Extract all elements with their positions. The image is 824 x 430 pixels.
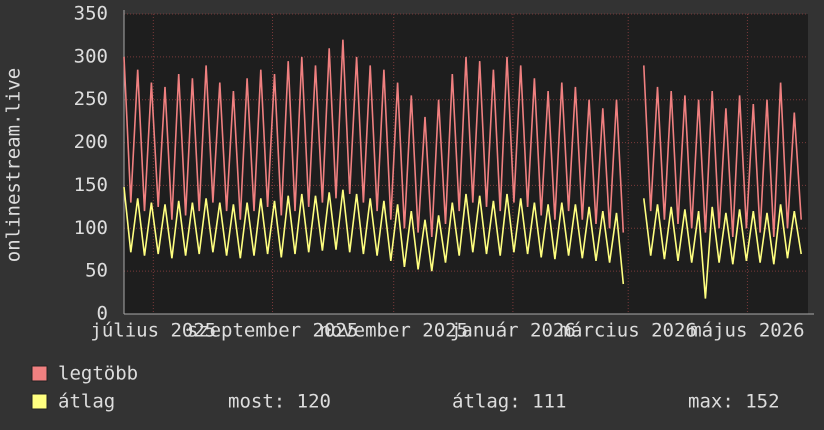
y-tick-label: 300 bbox=[74, 45, 108, 67]
y-tick-label: 50 bbox=[85, 260, 108, 282]
y-tick-label: 150 bbox=[74, 174, 108, 196]
y-tick-label: 350 bbox=[74, 3, 108, 25]
y-tick-label: 250 bbox=[74, 88, 108, 110]
y-tick-label: 200 bbox=[74, 131, 108, 153]
legend-stat: átlag: 111 bbox=[452, 391, 566, 413]
y-tick-label: 0 bbox=[97, 303, 108, 325]
legend-stat: max: 152 bbox=[688, 391, 780, 413]
legend-swatch bbox=[31, 393, 48, 410]
x-tick-label: szeptember 2025 bbox=[187, 320, 359, 342]
legend-stat: most: 120 bbox=[228, 391, 331, 413]
x-tick-label: január 2026 bbox=[450, 320, 576, 342]
y-tick-label: 100 bbox=[74, 217, 108, 239]
legend-label: legtöbb bbox=[58, 363, 138, 385]
series-line bbox=[123, 187, 802, 299]
x-tick-label: július 2025 bbox=[90, 320, 216, 342]
x-tick-label: március 2026 bbox=[560, 320, 697, 342]
legend-swatch bbox=[31, 365, 48, 382]
y-axis-label: onlinestream.live bbox=[3, 68, 25, 262]
legend-label: átlag bbox=[58, 391, 115, 413]
x-tick-label: november 2025 bbox=[319, 320, 468, 342]
x-tick-label: május 2026 bbox=[690, 320, 804, 342]
series-line bbox=[123, 39, 802, 237]
